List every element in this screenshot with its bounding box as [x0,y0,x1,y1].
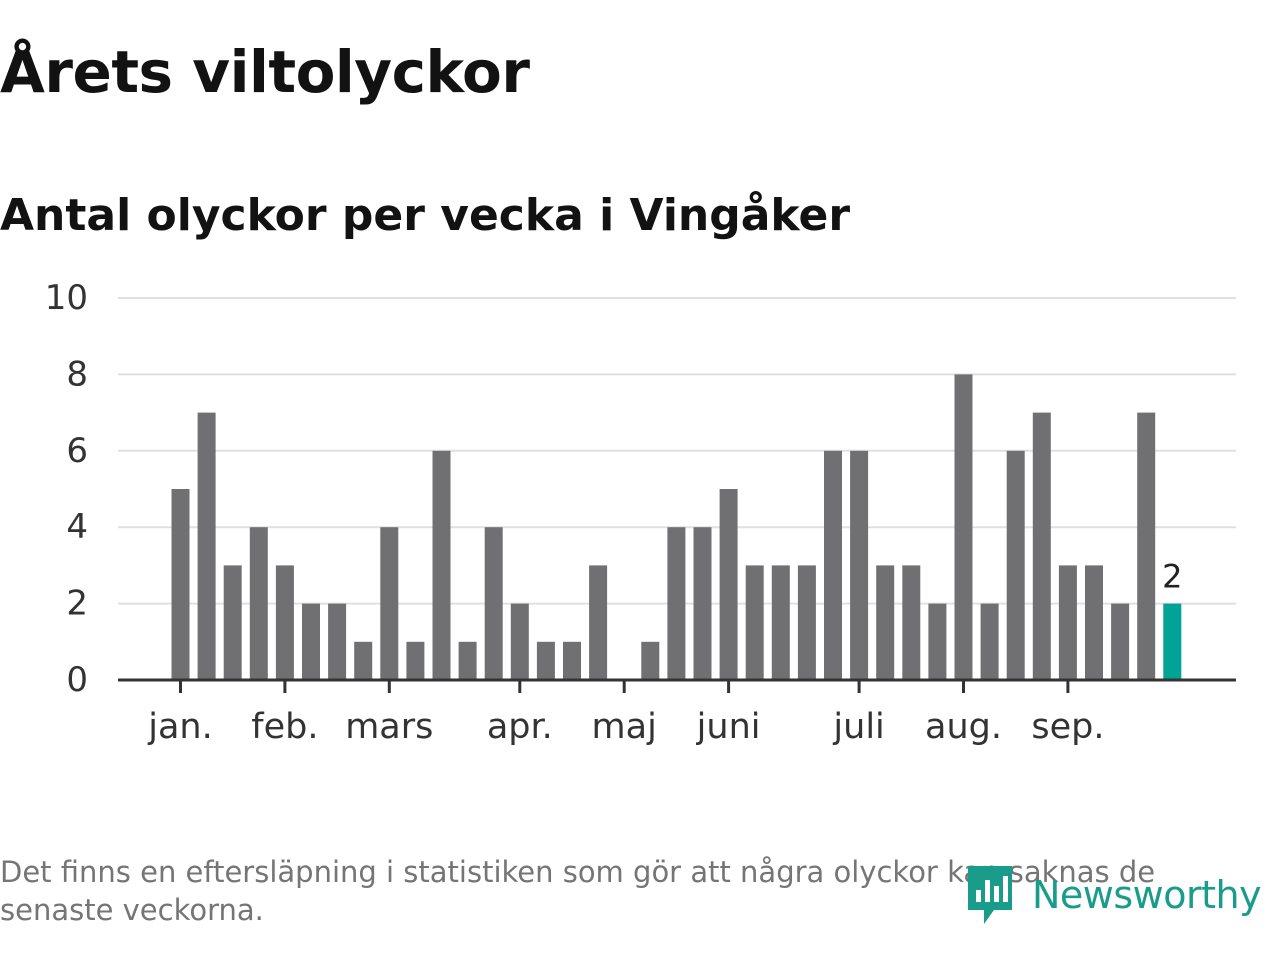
chart-subtitle: Antal olyckor per vecka i Vingåker [0,190,851,241]
bar [458,641,477,680]
newsworthy-wordmark: Newsworthy [1032,873,1262,917]
x-tick-label: jan. [147,707,212,747]
x-tick-label: feb. [251,707,318,747]
x-tick-label: apr. [487,707,553,747]
y-tick-label: 6 [66,431,88,471]
x-tick-label: sep. [1031,707,1104,747]
newsworthy-logo-icon [968,866,1012,924]
bar [641,641,660,680]
page-title: Årets viltolyckor [0,38,530,106]
newsworthy-logo: Newsworthy [964,860,1262,930]
y-axis-ticks: 0 2 4 6 8 10 [45,278,88,700]
bar [354,641,373,680]
bar [171,489,190,680]
x-tick-label: mars [345,707,433,747]
x-axis: jan. feb. mars apr. maj juni juli aug. sep. [118,678,1236,747]
bar [302,603,320,680]
y-tick-label: 10 [45,278,88,318]
y-tick-label: 8 [66,354,88,394]
data-label: 2 [1162,558,1182,596]
x-tick-label: aug. [925,707,1002,747]
bar [328,603,347,680]
bar [1085,565,1103,680]
bar [536,641,555,680]
bar [432,450,451,680]
x-tick-label: juli [832,707,884,747]
bar [510,603,529,680]
bar [745,565,764,680]
bar [928,603,947,680]
bar [589,565,608,680]
bar [902,565,921,680]
y-tick-label: 0 [66,660,88,700]
bar [876,565,895,680]
bar [484,527,503,680]
bar [406,641,425,680]
bar [850,450,869,680]
bar [693,527,712,680]
bar [667,527,686,680]
bar-chart: 0 2 4 6 8 10 jan. feb. mars apr. maj juni juli aug. s… [45,278,1236,747]
bar [771,565,790,680]
bars [171,374,1182,680]
bar [1137,412,1156,680]
bar [1032,412,1051,680]
y-tick-label: 2 [66,584,88,624]
data-labels: 2 [1162,558,1182,596]
footnote: Det finns en eftersläpning i statistiken… [0,855,1156,927]
bar [1006,450,1025,680]
bar [563,641,581,680]
bar [1058,565,1077,680]
bar [824,450,842,680]
highlight-bar [1163,603,1182,680]
y-tick-label: 4 [66,507,88,547]
bar [1111,603,1130,680]
bar [980,603,999,680]
bar [275,565,294,680]
bar [249,527,268,680]
bar [380,527,399,680]
x-tick-label: juni [696,707,761,747]
bar [223,565,242,680]
x-tick-label: maj [592,707,657,747]
bar [797,565,816,680]
bar [954,374,973,680]
bar [719,489,738,680]
bar [197,412,216,680]
